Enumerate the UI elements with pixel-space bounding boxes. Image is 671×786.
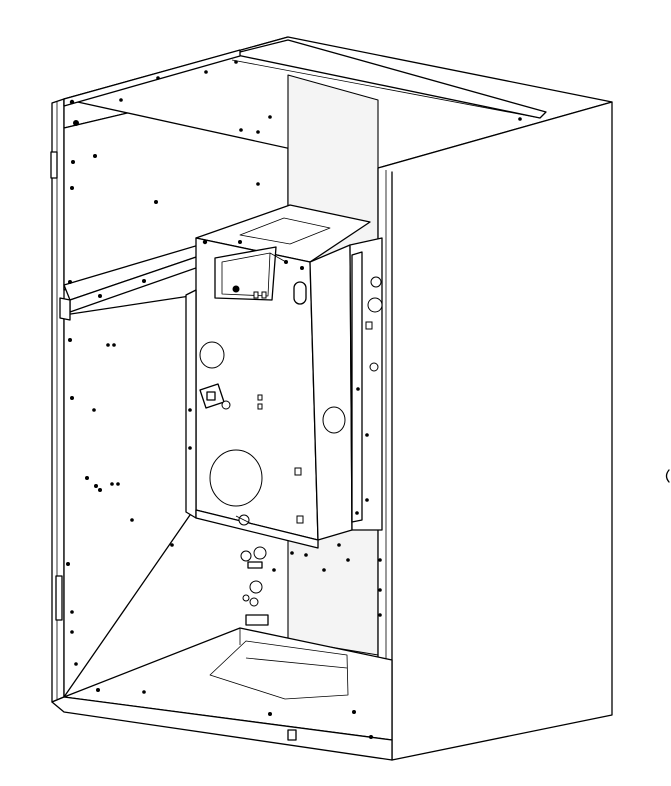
bottom-floor [51,627,393,761]
right-side-panel [377,101,613,761]
fastener-dots [66,60,522,739]
control-box [185,204,383,549]
lower-back-components [240,546,269,626]
right-bracket-details [365,276,383,372]
edge-fragment [665,469,670,483]
